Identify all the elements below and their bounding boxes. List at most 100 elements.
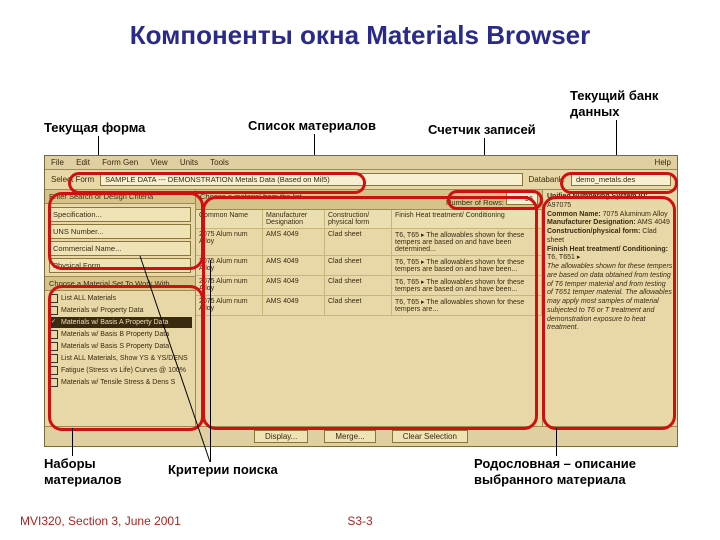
checkbox-icon — [49, 294, 58, 303]
set-label: Materials w/ Tensile Stress & Dens S — [61, 379, 175, 386]
set-row[interactable]: List ALL Materials, Show YS & YS/DENS — [48, 353, 192, 364]
criteria-button[interactable]: Commercial Name... — [49, 241, 191, 256]
select-form-row: Select Form SAMPLE DATA --- DEMONSTRATIO… — [45, 170, 677, 190]
pedigree-field: Manufacturer Designation: — [547, 219, 636, 226]
set-row[interactable]: Materials w/ Basis S Property Data — [48, 341, 192, 352]
callout-line — [556, 428, 557, 456]
checkbox-icon — [49, 306, 58, 315]
clear-button[interactable]: Clear Selection — [392, 430, 468, 443]
menubar: File Edit Form Gen View Units Tools Help — [45, 156, 677, 170]
table-cell: 2075 Alum num Alloy — [196, 276, 263, 295]
table-cell: Clad sheet — [325, 296, 392, 315]
criteria-button[interactable]: UNS Number... — [49, 224, 191, 239]
menu-item[interactable]: Tools — [210, 158, 229, 167]
table-cell: T6, T65 ▸ The allowables shown for these… — [392, 256, 542, 275]
materials-table: Common Name Manufacturer Designation Con… — [196, 210, 542, 426]
menu-item[interactable]: Units — [180, 158, 198, 167]
select-form-value[interactable]: SAMPLE DATA --- DEMONSTRATION Metals Dat… — [100, 173, 522, 186]
pedigree-body: The allowables shown for these tempers a… — [547, 263, 672, 331]
col-header: Common Name — [196, 210, 263, 228]
set-row[interactable]: ✓Materials w/ Basis A Property Data — [48, 317, 192, 328]
rows-value: 56 — [506, 192, 538, 205]
col-header: Manufacturer Designation — [263, 210, 325, 228]
table-row[interactable]: 2075 Alum num AlloyAMS 4049Clad sheetT6,… — [196, 256, 542, 276]
label-search-criteria: Критерии поиска — [168, 462, 278, 478]
checkbox-icon — [49, 354, 58, 363]
col-header: Construction/ physical form — [325, 210, 392, 228]
pedigree-value: 7075 Aluminum Alloy — [603, 211, 668, 218]
checkbox-icon — [49, 342, 58, 351]
menu-item[interactable]: View — [150, 158, 167, 167]
table-cell: 2075 Alum num Alloy — [196, 256, 263, 275]
table-row[interactable]: 2075 Alum num AlloyAMS 4049Clad sheetT6,… — [196, 229, 542, 256]
table-cell: T6, T65 ▸ The allowables shown for these… — [392, 229, 542, 255]
pedigree-field: Finish Heat treatment/ Conditioning: — [547, 246, 668, 253]
table-row[interactable]: 2075 Alum num AlloyAMS 4049Clad sheetT6,… — [196, 296, 542, 316]
criteria-button[interactable]: Physical Form... — [49, 258, 191, 273]
checkbox-icon — [49, 378, 58, 387]
table-cell: Clad sheet — [325, 256, 392, 275]
display-button[interactable]: Display... — [254, 430, 308, 443]
menu-item[interactable]: Edit — [76, 158, 90, 167]
pedigree-value: A97075 — [547, 202, 571, 209]
checkbox-icon — [49, 330, 58, 339]
label-current-databank: Текущий банк данных — [570, 88, 658, 119]
select-form-label: Select Form — [51, 175, 94, 184]
label-record-counter: Счетчик записей — [428, 122, 536, 138]
pedigree-field: Construction/physical form: — [547, 228, 640, 235]
col-header: Finish Heat treatment/ Conditioning — [392, 210, 542, 228]
table-cell: Clad sheet — [325, 276, 392, 295]
set-label: List ALL Materials — [61, 295, 116, 302]
slide-title: Компоненты окна Materials Browser — [0, 20, 720, 51]
mid-choose-label: Choose a material from the list — [200, 192, 302, 207]
set-label: List ALL Materials, Show YS & YS/DENS — [61, 355, 188, 362]
table-cell: 2075 Alum num Alloy — [196, 296, 263, 315]
set-row[interactable]: Materials w/ Basis B Property Data — [48, 329, 192, 340]
callout-line — [210, 260, 211, 261]
databank-value: demo_metals.des — [571, 173, 671, 186]
menu-help[interactable]: Help — [655, 158, 671, 167]
pedigree-field: Common Name: — [547, 211, 601, 218]
checkbox-icon — [49, 366, 58, 375]
footer-bar: Display... Merge... Clear Selection — [45, 426, 677, 446]
table-cell: AMS 4049 — [263, 256, 325, 275]
set-row[interactable]: List ALL Materials — [48, 293, 192, 304]
criteria-button[interactable]: Specification... — [49, 207, 191, 222]
table-cell: T6, T65 ▸ The allowables shown for these… — [392, 296, 542, 315]
app-screenshot: File Edit Form Gen View Units Tools Help… — [44, 155, 678, 447]
table-cell: 2075 Alum num Alloy — [196, 229, 263, 255]
table-cell: AMS 4049 — [263, 229, 325, 255]
pedigree-panel: Unified Numbering System ID: A97075 Comm… — [542, 190, 677, 426]
rows-label: Number of Rows: — [446, 198, 504, 207]
checkbox-icon: ✓ — [49, 318, 58, 327]
menu-item[interactable]: File — [51, 158, 64, 167]
pedigree-value: T6, T651 ▸ — [547, 254, 580, 261]
table-cell: AMS 4049 — [263, 276, 325, 295]
pedigree-field: Unified Numbering System ID: — [547, 193, 648, 200]
table-cell: AMS 4049 — [263, 296, 325, 315]
sets-panel-title: Choose a Material Set To Work With — [45, 277, 195, 291]
footer-center: S3-3 — [0, 514, 720, 528]
table-cell: T6, T65 ▸ The allowables shown for these… — [392, 276, 542, 295]
set-label: Materials w/ Basis B Property Data — [61, 331, 169, 338]
pedigree-value: AMS 4049 — [637, 219, 670, 226]
criteria-panel-title: Enter Search or Design Criteria — [45, 190, 195, 204]
set-label: Materials w/ Basis A Property Data — [61, 319, 168, 326]
label-material-list: Список материалов — [248, 118, 376, 134]
set-row[interactable]: Materials w/ Property Data — [48, 305, 192, 316]
set-row[interactable]: Materials w/ Tensile Stress & Dens S — [48, 377, 192, 388]
callout-line — [72, 428, 73, 456]
set-label: Materials w/ Basis S Property Data — [61, 343, 169, 350]
criteria-list: Specification... UNS Number... Commercia… — [45, 204, 195, 276]
merge-button[interactable]: Merge... — [324, 430, 375, 443]
table-row[interactable]: 2075 Alum num AlloyAMS 4049Clad sheetT6,… — [196, 276, 542, 296]
table-cell: Clad sheet — [325, 229, 392, 255]
label-material-sets: Наборы материалов — [44, 456, 121, 487]
set-label: Materials w/ Property Data — [61, 307, 143, 314]
menu-item[interactable]: Form Gen — [102, 158, 138, 167]
set-label: Fatigue (Stress vs Life) Curves @ 100% — [61, 367, 186, 374]
databank-label: Databank: — [529, 175, 565, 184]
callout-line — [210, 260, 211, 462]
set-row[interactable]: Fatigue (Stress vs Life) Curves @ 100% — [48, 365, 192, 376]
sets-list: List ALL Materials Materials w/ Property … — [45, 291, 195, 390]
